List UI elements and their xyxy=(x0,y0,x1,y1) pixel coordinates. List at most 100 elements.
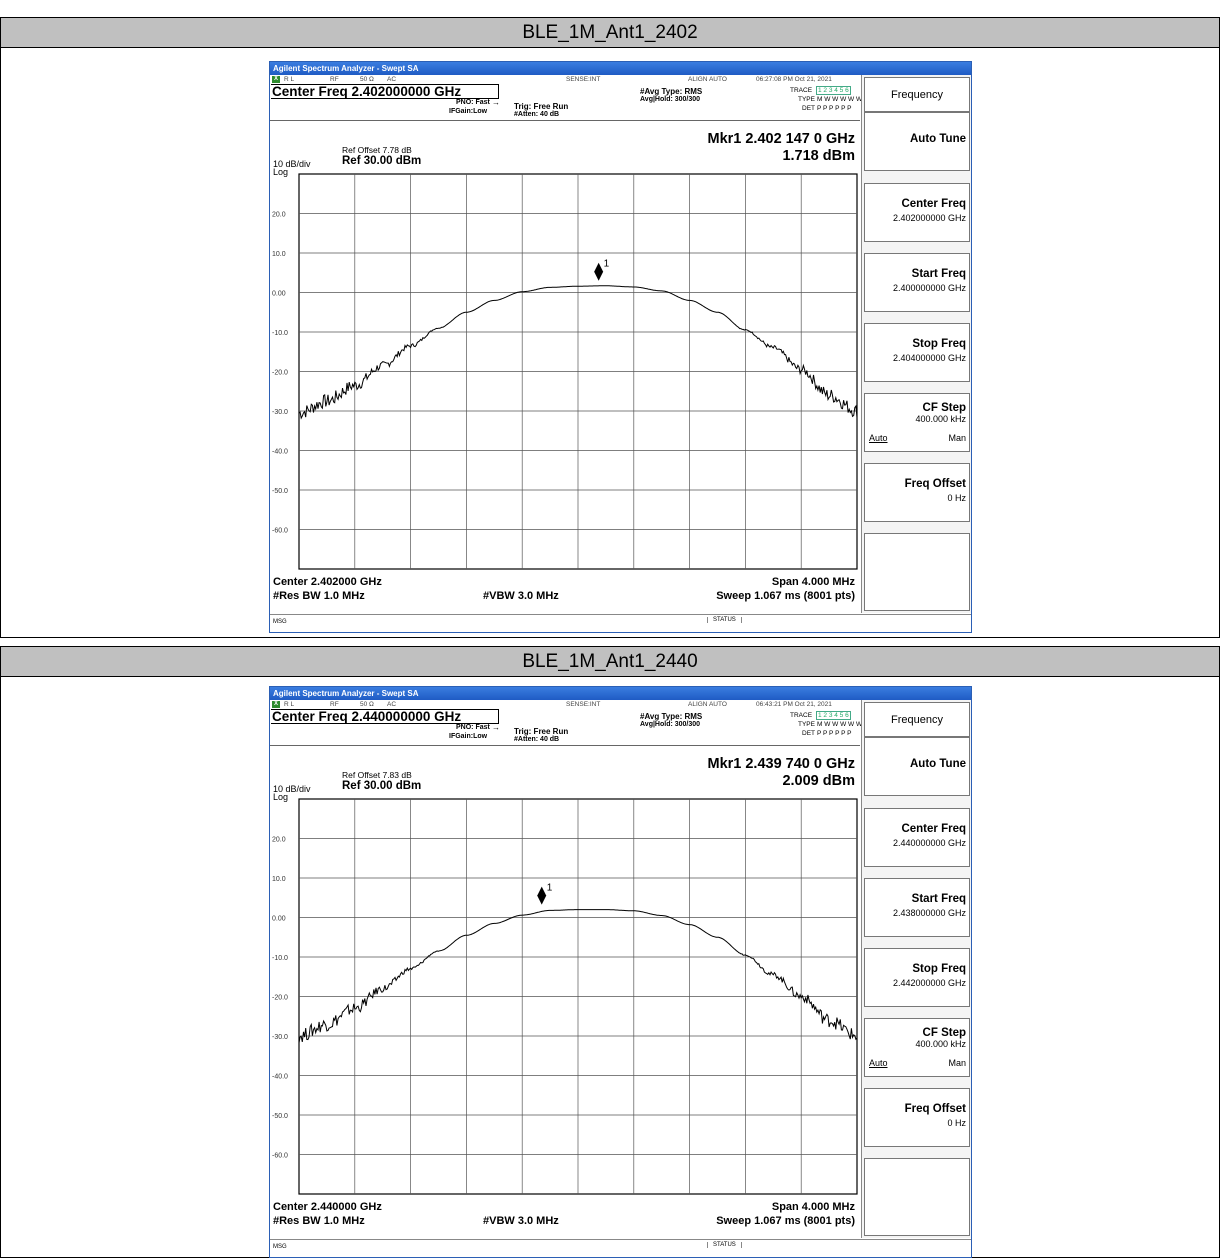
marker-level: 2.009 dBm xyxy=(782,773,855,789)
spectrum-analyzer-window: Agilent Spectrum Analyzer - Swept SA R L… xyxy=(269,686,972,1258)
trace-nums: 1 2 3 4 5 6 xyxy=(816,86,851,95)
empty-softkey xyxy=(864,533,970,611)
y-tick-label: -40.0 xyxy=(272,449,288,456)
trig-label: Trig: Free Run xyxy=(514,727,569,736)
center-freq-button[interactable]: Center Freq 2.440000000 GHz xyxy=(864,808,970,867)
spectrum-plot: 20.0 10.0 0.00 -10.0 -20.0 -30.0 -40.0 -50.0 -60… xyxy=(272,798,858,1195)
freq-offset-button[interactable]: Freq Offset 0 Hz xyxy=(864,463,970,522)
center-freq-box xyxy=(271,84,499,99)
auto-tune-label: Auto Tune xyxy=(910,758,966,770)
msg-label: MSG xyxy=(273,619,287,625)
ref-level: Ref 30.00 dBm xyxy=(342,155,422,167)
pno-label: PNO: Fast xyxy=(456,724,490,731)
det-values: P P P P P P xyxy=(817,730,852,737)
x-icon: X xyxy=(272,701,280,708)
sweep: Sweep 1.067 ms (8001 pts) xyxy=(716,1215,855,1227)
cf-step-label: CF Step xyxy=(922,402,966,414)
stop-freq-button[interactable]: Stop Freq 2.404000000 GHz xyxy=(864,323,970,382)
marker-level: 1.718 dBm xyxy=(782,148,855,164)
status-bar: R L RF 50 Ω AC SENSE:INT ALIGN AUTO 06:4… xyxy=(270,700,860,709)
cf-step-man[interactable]: Man xyxy=(948,1058,966,1068)
y-tick-label: -20.0 xyxy=(272,995,288,1002)
y-tick-label: -20.0 xyxy=(272,370,288,377)
pno-label: PNO: Fast xyxy=(456,99,490,106)
freq-offset-label: Freq Offset xyxy=(904,1103,966,1115)
freq-offset-value: 0 Hz xyxy=(947,493,966,503)
start-freq-button[interactable]: Start Freq 2.400000000 GHz xyxy=(864,253,970,312)
center-freq-label: Center Freq xyxy=(901,823,966,835)
start-freq-value: 2.400000000 GHz xyxy=(892,283,966,293)
trigger-arrow-icon: → xyxy=(492,98,500,107)
msg-label: MSG xyxy=(273,1244,287,1250)
start-freq-label: Start Freq xyxy=(911,893,966,905)
status-impedance: 50 Ω xyxy=(360,76,374,83)
ref-offset: Ref Offset 7.78 dB xyxy=(342,145,412,155)
trig-label: Trig: Free Run xyxy=(514,102,569,111)
center-freq-value: 2.402000000 GHz xyxy=(892,213,966,223)
det-label: DET xyxy=(802,105,815,112)
atten-label: #Atten: 40 dB xyxy=(514,111,560,118)
trace-label: TRACE xyxy=(790,87,813,94)
empty-softkey xyxy=(864,1158,970,1236)
y-tick-label: 20.0 xyxy=(272,212,286,219)
y-tick-label: 10.0 xyxy=(272,251,286,258)
status-coupling: AC xyxy=(387,701,397,708)
scale-div: 10 dB/div xyxy=(273,159,311,169)
center-freq-label: Center Freq xyxy=(901,198,966,210)
center-freq-title: Center Freq 2.440000000 GHz xyxy=(272,709,462,724)
auto-tune-button[interactable]: Auto Tune xyxy=(864,737,970,796)
section-header: BLE_1M_Ant1_2402 xyxy=(0,17,1220,48)
scale-div: 10 dB/div xyxy=(273,784,311,794)
status-rl: R L xyxy=(284,701,295,708)
spectrum-trace xyxy=(298,285,858,420)
type-label: TYPE xyxy=(798,721,815,728)
status-impedance: 50 Ω xyxy=(360,701,374,708)
status-label: STATUS xyxy=(707,1242,742,1248)
auto-tune-button[interactable]: Auto Tune xyxy=(864,112,970,171)
spectrum-plot: 20.0 10.0 0.00 -10.0 -20.0 -30.0 -40.0 -50.0 -60… xyxy=(272,173,858,570)
type-values: M W W W W W xyxy=(817,96,863,103)
res-bw: #Res BW 1.0 MHz xyxy=(273,1215,365,1227)
y-tick-label: -50.0 xyxy=(272,1113,288,1120)
center-bottom: Center 2.402000 GHz xyxy=(273,576,382,588)
stop-freq-value: 2.442000000 GHz xyxy=(892,978,966,988)
softkey-panel: Frequency Auto Tune Center Freq 2.440000… xyxy=(861,700,971,1238)
cf-step-button[interactable]: CF Step 400.000 kHz Auto Man xyxy=(864,1018,970,1077)
cf-step-auto[interactable]: Auto xyxy=(869,433,888,443)
status-rf: RF xyxy=(330,76,339,83)
section-header: BLE_1M_Ant1_2440 xyxy=(0,646,1220,677)
marker-diamond-icon xyxy=(594,262,604,281)
freq-offset-value: 0 Hz xyxy=(947,1118,966,1128)
cf-step-auto[interactable]: Auto xyxy=(869,1058,888,1068)
det-label: DET xyxy=(802,730,815,737)
marker-number: 1 xyxy=(547,883,553,894)
type-label: TYPE xyxy=(798,96,815,103)
center-freq-value: 2.440000000 GHz xyxy=(892,838,966,848)
avg-hold: Avg|Hold: 300/300 xyxy=(640,96,701,103)
span: Span 4.000 MHz xyxy=(771,1201,855,1213)
spectrum-trace xyxy=(298,909,858,1043)
start-freq-value: 2.438000000 GHz xyxy=(892,908,966,918)
center-freq-title: Center Freq 2.402000000 GHz xyxy=(272,84,462,99)
center-freq-button[interactable]: Center Freq 2.402000000 GHz xyxy=(864,183,970,242)
cf-step-button[interactable]: CF Step 400.000 kHz Auto Man xyxy=(864,393,970,452)
stop-freq-button[interactable]: Stop Freq 2.442000000 GHz xyxy=(864,948,970,1007)
stop-freq-label: Stop Freq xyxy=(912,338,966,350)
stop-freq-label: Stop Freq xyxy=(912,963,966,975)
display-divider xyxy=(270,745,860,746)
start-freq-label: Start Freq xyxy=(911,268,966,280)
y-tick-label: -30.0 xyxy=(272,1034,288,1041)
y-tick-label: 0.00 xyxy=(272,291,286,298)
softkey-menu-title: Frequency xyxy=(864,77,970,112)
vbw: #VBW 3.0 MHz xyxy=(483,590,559,602)
det-values: P P P P P P xyxy=(817,105,852,112)
status-label: STATUS xyxy=(707,617,742,623)
y-tick-label: -30.0 xyxy=(272,409,288,416)
freq-offset-button[interactable]: Freq Offset 0 Hz xyxy=(864,1088,970,1147)
center-freq-box xyxy=(271,709,499,724)
trace-label: TRACE xyxy=(790,712,813,719)
atten-label: #Atten: 40 dB xyxy=(514,736,560,743)
cf-step-man[interactable]: Man xyxy=(948,433,966,443)
start-freq-button[interactable]: Start Freq 2.438000000 GHz xyxy=(864,878,970,937)
y-tick-label: -60.0 xyxy=(272,528,288,535)
